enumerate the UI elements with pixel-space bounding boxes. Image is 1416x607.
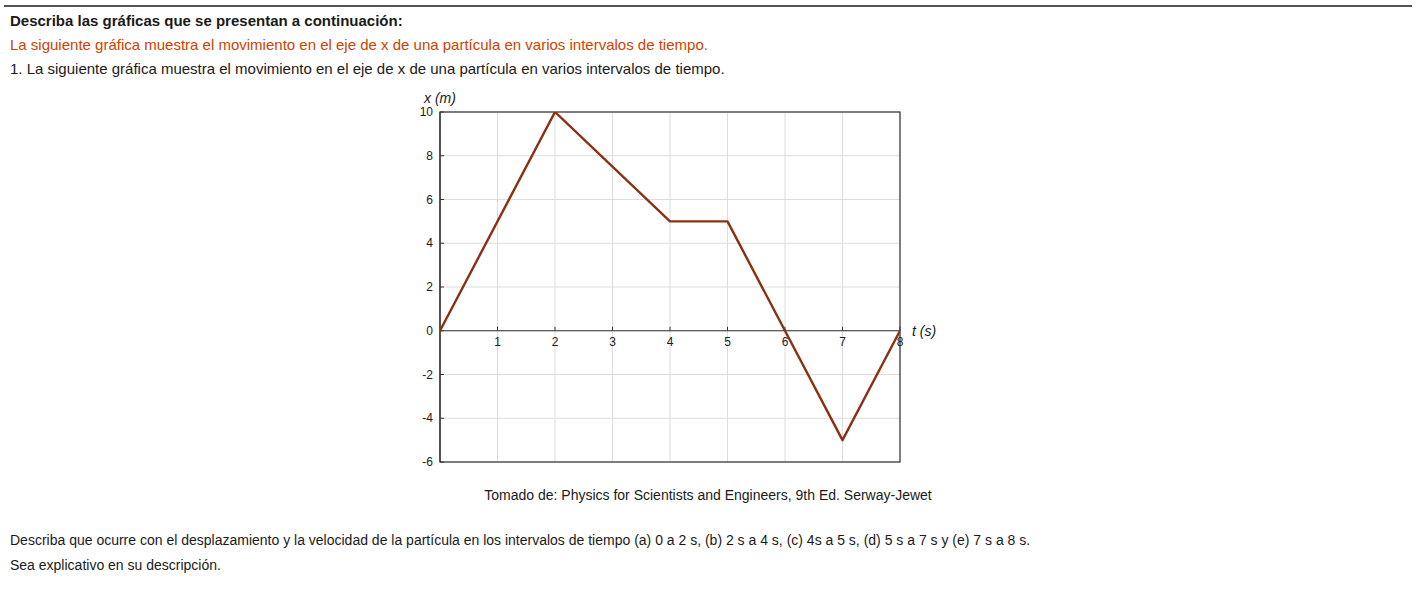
- y-tick: [440, 199, 444, 200]
- y-tick-label: 0: [426, 324, 433, 338]
- footnote: Tomado de: Physics for Scientists and En…: [484, 487, 932, 503]
- y-tick-label: 6: [426, 193, 433, 207]
- series-group: [440, 112, 900, 440]
- grid: [440, 112, 900, 462]
- subtitle: La siguiente gráfica muestra el movimien…: [10, 36, 708, 53]
- y-tick: [440, 374, 444, 375]
- y-axis-label: x (m): [423, 90, 456, 106]
- series-line: [440, 112, 900, 440]
- description: Describa que ocurre con el desplazamient…: [10, 532, 1030, 548]
- x-tick-label: 7: [839, 335, 846, 349]
- x-tick-label: 1: [494, 335, 501, 349]
- description: Sea explicativo en su descripción.: [10, 557, 221, 573]
- y-tick-label: -2: [422, 368, 433, 382]
- y-tick-label: 4: [426, 236, 433, 250]
- x-tick: [727, 327, 728, 331]
- item-text: 1. La siguiente gráfica muestra el movim…: [10, 60, 725, 77]
- x-tick: [612, 327, 613, 331]
- x-tick: [555, 327, 556, 331]
- x-tick-label: 2: [552, 335, 559, 349]
- title: Describa las gráficas que se presentan a…: [10, 12, 403, 29]
- x-tick: [842, 327, 843, 331]
- y-tick-label: 8: [426, 149, 433, 163]
- y-tick-label: -4: [422, 411, 433, 425]
- y-tick: [440, 418, 444, 419]
- grid-line-y: [440, 374, 900, 375]
- y-tick-label: 2: [426, 280, 433, 294]
- y-tick: [440, 155, 444, 156]
- x-tick: [670, 327, 671, 331]
- x-tick-label: 4: [667, 335, 674, 349]
- y-tick: [440, 462, 444, 463]
- y-tick-label: -6: [422, 455, 433, 469]
- y-tick: [440, 112, 444, 113]
- chart-canvas: Describa las gráficas que se presentan a…: [0, 0, 1416, 607]
- grid-line-y: [440, 155, 900, 156]
- y-tick-label: 10: [420, 105, 434, 119]
- x-axis-label: t (s): [912, 323, 936, 339]
- y-tick: [440, 287, 444, 288]
- grid-line-y: [440, 287, 900, 288]
- y-tick: [440, 243, 444, 244]
- grid-line-y: [440, 243, 900, 244]
- x-tick-label: 3: [609, 335, 616, 349]
- x-tick: [497, 327, 498, 331]
- top-rule: [4, 5, 1412, 7]
- plot-frame: [440, 112, 900, 462]
- x-tick-label: 5: [724, 335, 731, 349]
